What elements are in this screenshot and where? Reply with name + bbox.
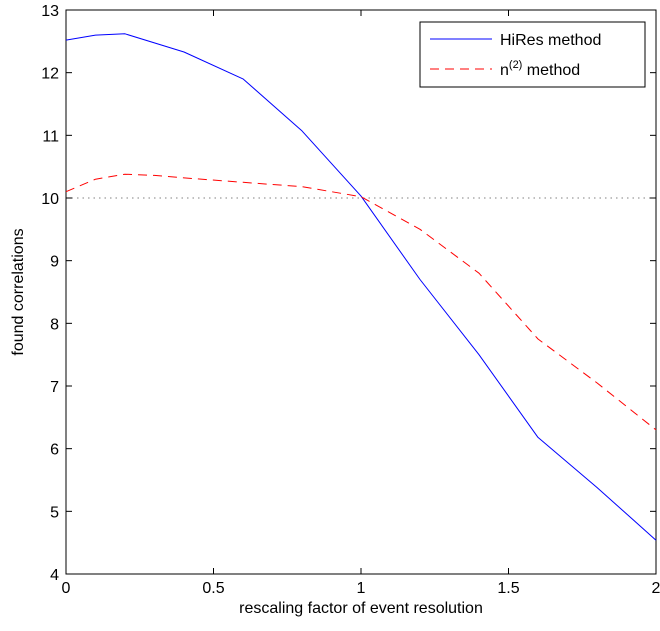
y-tick-label: 12 [41,66,59,83]
x-tick-label: 0 [62,580,71,597]
y-tick-label: 4 [50,567,59,584]
x-tick-label: 1.5 [497,580,519,597]
plot-border [65,9,657,575]
y-tick-label: 13 [41,3,59,20]
series-line-hires [65,33,657,541]
y-tick-label: 6 [50,442,59,459]
x-tick-label: 2 [652,580,660,597]
y-tick-label: 8 [50,316,59,333]
x-tick-label: 1 [357,580,366,597]
y-tick-label: 7 [50,379,59,396]
legend-box [419,21,646,88]
series-layer [65,33,657,541]
x-tick-label: 0.5 [202,580,224,597]
x-axis-label: rescaling factor of event resolution [239,600,483,617]
x-axis: 0 0.5 1 1.5 2 [62,10,660,597]
y-axis-label: found correlations [10,228,27,355]
y-tick-label: 10 [41,191,59,208]
y-axis: 4 5 6 7 8 9 10 11 12 13 [41,3,656,584]
y-tick-label: 9 [50,254,59,271]
legend-label: n(2) method [500,59,580,79]
plot-area [65,9,657,575]
series-line-n2 [65,173,657,431]
legend: HiRes method n(2) method [419,21,646,88]
y-tick-label: 11 [42,128,59,145]
legend-label: HiRes method [500,32,601,49]
y-tick-label: 5 [50,504,59,521]
